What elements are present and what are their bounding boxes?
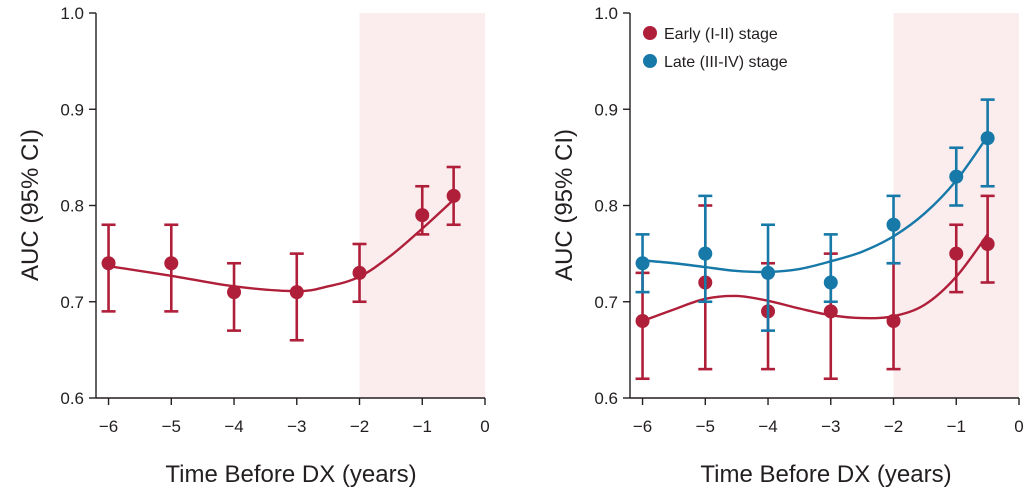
data-point <box>698 246 713 261</box>
legend: Early (I-II) stage Late (III-IV) stage <box>643 26 788 71</box>
legend-marker-early <box>643 26 657 40</box>
data-point <box>415 208 430 223</box>
fit-line <box>642 233 989 323</box>
data-point <box>635 314 650 328</box>
y-tick-label: 0.8 <box>594 197 618 216</box>
x-tick-label: −5 <box>696 417 715 436</box>
data-point <box>289 285 304 300</box>
data-point <box>446 188 461 203</box>
fit-line <box>642 135 989 274</box>
legend-label-early: Early (I-II) stage <box>664 26 778 43</box>
y-axis: 0.6 0.7 0.8 0.9 1.0 <box>594 4 630 408</box>
y-tick-label: 1.0 <box>60 4 84 23</box>
data-point <box>761 265 776 280</box>
x-tick-label: −4 <box>758 417 777 436</box>
plot-area <box>101 165 461 342</box>
legend-marker-late <box>643 54 657 68</box>
x-axis: −6 −5 −4 −3 −2 −1 0 <box>99 398 490 436</box>
x-tick-label: −1 <box>947 417 966 436</box>
series-late <box>635 98 995 332</box>
panel-by-stage: 0.6 0.7 0.8 0.9 1.0 −6 −5 −4 −3 −2 −1 0 AUC (95% C… <box>551 4 1024 488</box>
series-all <box>101 165 461 342</box>
y-tick-label: 0.7 <box>594 293 618 312</box>
y-axis-title: AUC (95% CI) <box>17 129 44 281</box>
y-tick-label: 0.9 <box>60 100 84 119</box>
data-point <box>886 217 901 232</box>
x-tick-label: −4 <box>224 417 243 436</box>
x-tick-label: −3 <box>821 417 840 436</box>
y-axis: 0.6 0.7 0.8 0.9 1.0 <box>60 4 96 408</box>
data-point <box>635 256 650 271</box>
y-tick-label: 0.6 <box>60 389 84 408</box>
y-tick-label: 0.7 <box>60 293 84 312</box>
x-tick-label: −1 <box>413 417 432 436</box>
y-tick-label: 0.6 <box>594 389 618 408</box>
plot-area <box>635 98 995 381</box>
x-tick-label: −2 <box>350 417 369 436</box>
data-point <box>101 256 116 271</box>
x-tick-label: −5 <box>162 417 181 436</box>
x-tick-label: −6 <box>99 417 118 436</box>
y-tick-label: 0.9 <box>594 100 618 119</box>
x-tick-label: 0 <box>1014 417 1023 436</box>
data-point <box>352 265 367 280</box>
error-bar <box>823 233 838 304</box>
data-point <box>980 131 995 146</box>
data-point <box>823 304 838 319</box>
x-tick-label: 0 <box>480 417 489 436</box>
x-tick-label: −6 <box>633 417 652 436</box>
y-tick-label: 1.0 <box>594 4 618 23</box>
x-axis-title: Time Before DX (years) <box>700 461 951 488</box>
data-point <box>949 246 964 261</box>
data-point <box>980 237 995 251</box>
data-point <box>886 314 901 328</box>
y-axis-title: AUC (95% CI) <box>551 129 578 281</box>
data-point <box>949 169 964 184</box>
x-axis-title: Time Before DX (years) <box>165 461 416 488</box>
panel-overall: 0.6 0.7 0.8 0.9 1.0 −6 −5 −4 −3 −2 −1 0 AUC (95% C… <box>17 4 490 488</box>
x-tick-label: −3 <box>287 417 306 436</box>
data-point <box>227 285 242 300</box>
x-tick-label: −2 <box>884 417 903 436</box>
fit-line <box>108 198 455 293</box>
data-point <box>164 256 179 271</box>
legend-label-late: Late (III-IV) stage <box>664 54 788 71</box>
data-point <box>823 275 838 290</box>
y-tick-label: 0.8 <box>60 197 84 216</box>
x-axis: −6 −5 −4 −3 −2 −1 0 <box>633 398 1024 436</box>
